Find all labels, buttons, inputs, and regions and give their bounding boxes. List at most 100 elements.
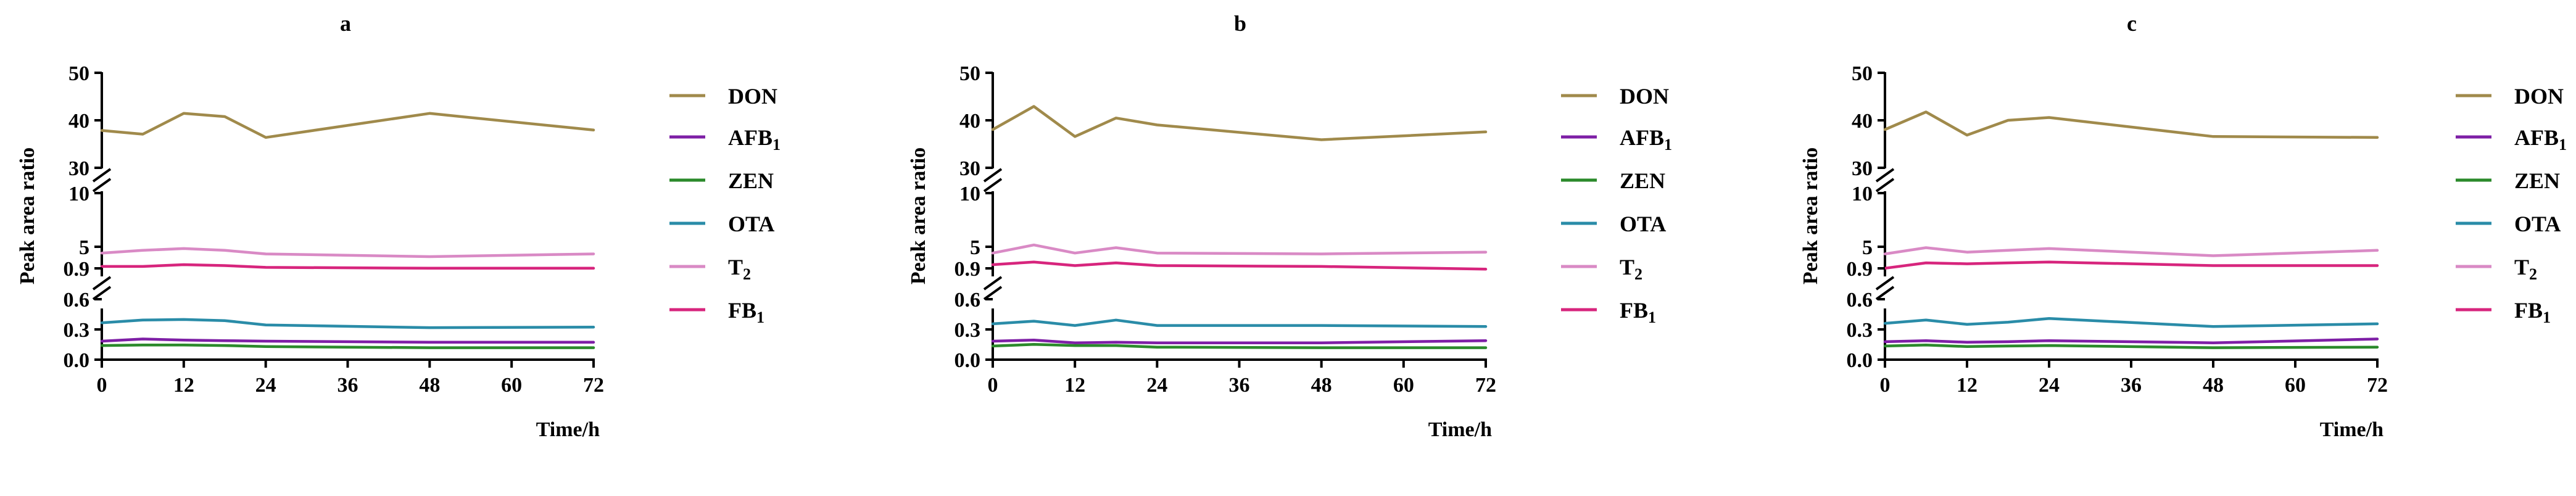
panel-title: c: [2127, 11, 2137, 36]
x-tick-label: 60: [2285, 374, 2306, 397]
x-tick-label: 12: [173, 374, 194, 397]
series-line-afb1: [100, 337, 595, 344]
legend-label-don: DON: [728, 84, 777, 109]
series-line-fb1: [100, 263, 595, 270]
x-tick-label: 0: [1880, 374, 1891, 397]
y-tick-label: 0.9: [1847, 258, 1873, 281]
panel-title: a: [340, 11, 351, 36]
series-line-zen: [100, 343, 595, 349]
x-tick-label: 48: [1311, 374, 1332, 397]
axis-break-mark: [1875, 168, 1895, 183]
legend: DON AFB1 ZEN OTA T2 FB1: [1561, 84, 1672, 326]
x-tick-label: 0: [97, 374, 107, 397]
x-tick-label: 24: [255, 374, 276, 397]
y-tick-label: 0.9: [64, 258, 90, 281]
series-line-t2: [1883, 246, 2379, 257]
panel-title: b: [1234, 11, 1246, 36]
legend: DON AFB1 ZEN OTA T2 FB1: [669, 84, 781, 326]
legend-label-afb1: AFB1: [2514, 125, 2567, 154]
axis-break-mark: [983, 276, 1003, 291]
series-line-fb1: [1883, 260, 2379, 270]
y-tick-label: 30: [68, 157, 89, 180]
axis-break-mark: [983, 168, 1003, 183]
axis-break-mark: [1875, 286, 1895, 300]
series-line-afb1: [1883, 337, 2379, 344]
axis-break-mark: [92, 178, 112, 192]
y-tick-label: 40: [959, 110, 980, 133]
series-line-fb1: [991, 260, 1488, 271]
legend-label-t2: T2: [2514, 255, 2537, 283]
legend-label-zen: ZEN: [2514, 168, 2560, 193]
axis-break-mark: [1875, 276, 1895, 291]
series-line-ota: [991, 318, 1488, 328]
series-line-zen: [991, 343, 1488, 349]
y-tick-label: 40: [68, 110, 89, 133]
legend-label-t2: T2: [728, 255, 751, 283]
y-tick-label: 0.0: [1847, 349, 1873, 372]
series-line-t2: [100, 247, 595, 258]
series-line-zen: [1883, 343, 2379, 349]
x-tick-label: 60: [501, 374, 522, 397]
series-line-afb1: [991, 339, 1488, 344]
x-tick-label: 0: [988, 374, 998, 397]
axis-break-mark: [1875, 178, 1895, 192]
x-tick-label: 48: [2203, 374, 2224, 397]
legend-label-ota: OTA: [2514, 212, 2561, 236]
x-tick-label: 72: [2367, 374, 2388, 397]
y-tick-label: 0.6: [1847, 289, 1873, 312]
legend-label-afb1: AFB1: [1620, 125, 1672, 154]
legend-label-ota: OTA: [728, 212, 774, 236]
y-tick-label: 40: [1852, 110, 1873, 133]
legend-label-don: DON: [1620, 84, 1669, 109]
y-axis-label: Peak area ratio: [907, 147, 930, 284]
x-tick-label: 36: [338, 374, 358, 397]
series-line-ota: [1883, 316, 2379, 328]
y-tick-label: 10: [68, 183, 89, 205]
series-line-don: [991, 105, 1488, 141]
legend-label-zen: ZEN: [1620, 168, 1665, 193]
x-tick-label: 60: [1393, 374, 1414, 397]
y-tick-label: 0.6: [955, 289, 981, 312]
panel-b: b Peak area ratio 30 40 50 5 10 0.0 0.3 0.6 0.9 0 12…: [907, 11, 1672, 441]
series-line-ota: [100, 318, 595, 329]
axis-break-mark: [92, 168, 112, 183]
x-axis-label: Time/h: [2320, 418, 2383, 441]
legend-label-zen: ZEN: [728, 168, 774, 193]
legend-label-afb1: AFB1: [728, 125, 781, 154]
series-line-don: [1883, 110, 2379, 139]
y-tick-label: 0.3: [64, 319, 90, 342]
x-tick-label: 12: [1957, 374, 1978, 397]
legend-label-t2: T2: [1620, 255, 1642, 283]
series-line-t2: [991, 243, 1488, 255]
y-tick-label: 0.3: [955, 319, 981, 342]
y-tick-label: 0.6: [64, 289, 90, 312]
x-tick-label: 36: [1229, 374, 1250, 397]
y-tick-label: 5: [79, 236, 89, 259]
panel-a: a Peak area ratio 30 40 50 5 10 0.0 0.3 0.6 0.9 0 12…: [16, 11, 781, 441]
legend-label-fb1: FB1: [728, 298, 764, 326]
x-tick-label: 12: [1064, 374, 1085, 397]
y-axis-label: Peak area ratio: [16, 147, 39, 284]
panel-c: c Peak area ratio 30 40 50 5 10 0.0 0.3 0.6 0.9 0 12…: [1799, 11, 2567, 441]
y-tick-label: 50: [68, 62, 89, 85]
x-axis-label: Time/h: [1428, 418, 1492, 441]
y-tick-label: 0.3: [1847, 319, 1873, 342]
y-tick-label: 30: [1852, 157, 1873, 180]
legend-label-fb1: FB1: [2514, 298, 2551, 326]
legend-label-ota: OTA: [1620, 212, 1666, 236]
x-axis-label: Time/h: [536, 418, 600, 441]
y-tick-label: 5: [1862, 236, 1873, 259]
x-tick-label: 72: [583, 374, 604, 397]
series-line-don: [100, 112, 595, 139]
axis-break-mark: [983, 178, 1003, 192]
axis-break-mark: [92, 276, 112, 291]
y-axis-label: Peak area ratio: [1799, 147, 1822, 284]
axis-break-mark: [983, 286, 1003, 300]
y-tick-label: 0.0: [64, 349, 90, 372]
y-tick-label: 50: [1852, 62, 1873, 85]
y-tick-label: 0.9: [955, 258, 981, 281]
x-tick-label: 48: [419, 374, 440, 397]
legend-label-don: DON: [2514, 84, 2564, 109]
y-tick-label: 0.0: [955, 349, 981, 372]
